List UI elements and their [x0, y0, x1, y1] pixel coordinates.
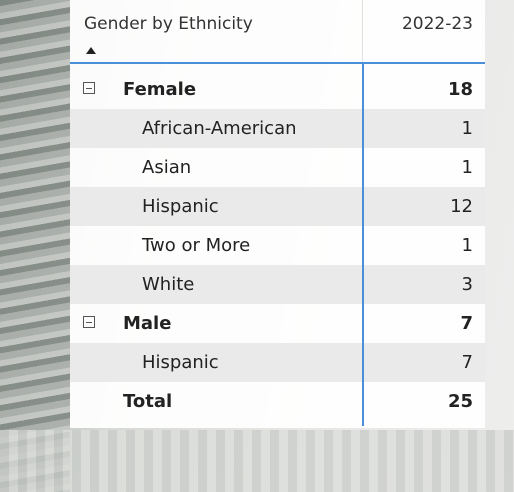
matrix-row: African-American 1	[70, 109, 485, 148]
cell-value: 1	[462, 157, 473, 178]
matrix-row: White 3	[70, 265, 485, 304]
row-label: African-American	[142, 118, 297, 139]
matrix-table: Gender by Ethnicity 2022-23 Female 18 Afri…	[70, 0, 485, 428]
column-header[interactable]: Gender by Ethnicity	[70, 0, 362, 62]
cell-value: 1	[462, 118, 473, 139]
header-text: 2022-23	[402, 14, 473, 34]
row-label: Hispanic	[142, 352, 219, 373]
background-photo	[0, 0, 70, 492]
row-label: Male	[123, 313, 171, 334]
row-label: Total	[123, 391, 172, 412]
visual-background: Gender by Ethnicity 2022-23 Female 18 Afri…	[0, 0, 514, 492]
row-label: White	[142, 274, 194, 295]
sort-arrow	[86, 47, 96, 54]
cell-value: 18	[448, 79, 473, 100]
header-border	[70, 62, 485, 64]
collapse-icon[interactable]	[83, 316, 95, 328]
matrix-row[interactable]: Female 18	[70, 70, 485, 109]
matrix-row: Total 25	[70, 382, 485, 421]
matrix-row: Asian 1	[70, 148, 485, 187]
matrix-row: Hispanic 12	[70, 187, 485, 226]
matrix-row[interactable]: Male 7	[70, 304, 485, 343]
row-label: Two or More	[142, 235, 250, 256]
row-label: Hispanic	[142, 196, 219, 217]
column-header[interactable]: 2022-23	[363, 0, 485, 62]
column-border	[362, 62, 364, 426]
column-separator	[362, 0, 363, 62]
page: {"table": { "columns": ["Gender by Ethni…	[0, 0, 514, 492]
collapse-icon[interactable]	[83, 82, 95, 94]
cell-value: 25	[448, 391, 473, 412]
row-label: Female	[123, 79, 196, 100]
row-label: Asian	[142, 157, 191, 178]
header-text: Gender by Ethnicity	[84, 14, 253, 34]
matrix-row: Two or More 1	[70, 226, 485, 265]
cell-value: 12	[450, 196, 473, 217]
cell-value: 7	[462, 352, 473, 373]
cell-value: 3	[462, 274, 473, 295]
cell-value: 7	[460, 313, 473, 334]
matrix-row: Hispanic 7	[70, 343, 485, 382]
background-photo	[0, 430, 514, 492]
cell-value: 1	[462, 235, 473, 256]
